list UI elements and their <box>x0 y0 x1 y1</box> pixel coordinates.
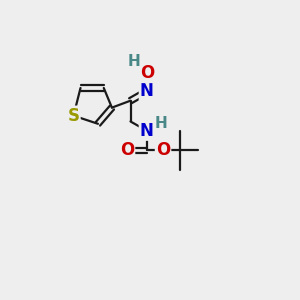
Text: O: O <box>140 64 154 82</box>
Text: N: N <box>140 122 154 140</box>
Text: O: O <box>120 141 134 159</box>
Text: S: S <box>68 107 80 125</box>
Text: H: H <box>128 54 140 69</box>
Text: H: H <box>154 116 167 131</box>
Text: O: O <box>156 141 170 159</box>
Text: N: N <box>140 82 154 100</box>
